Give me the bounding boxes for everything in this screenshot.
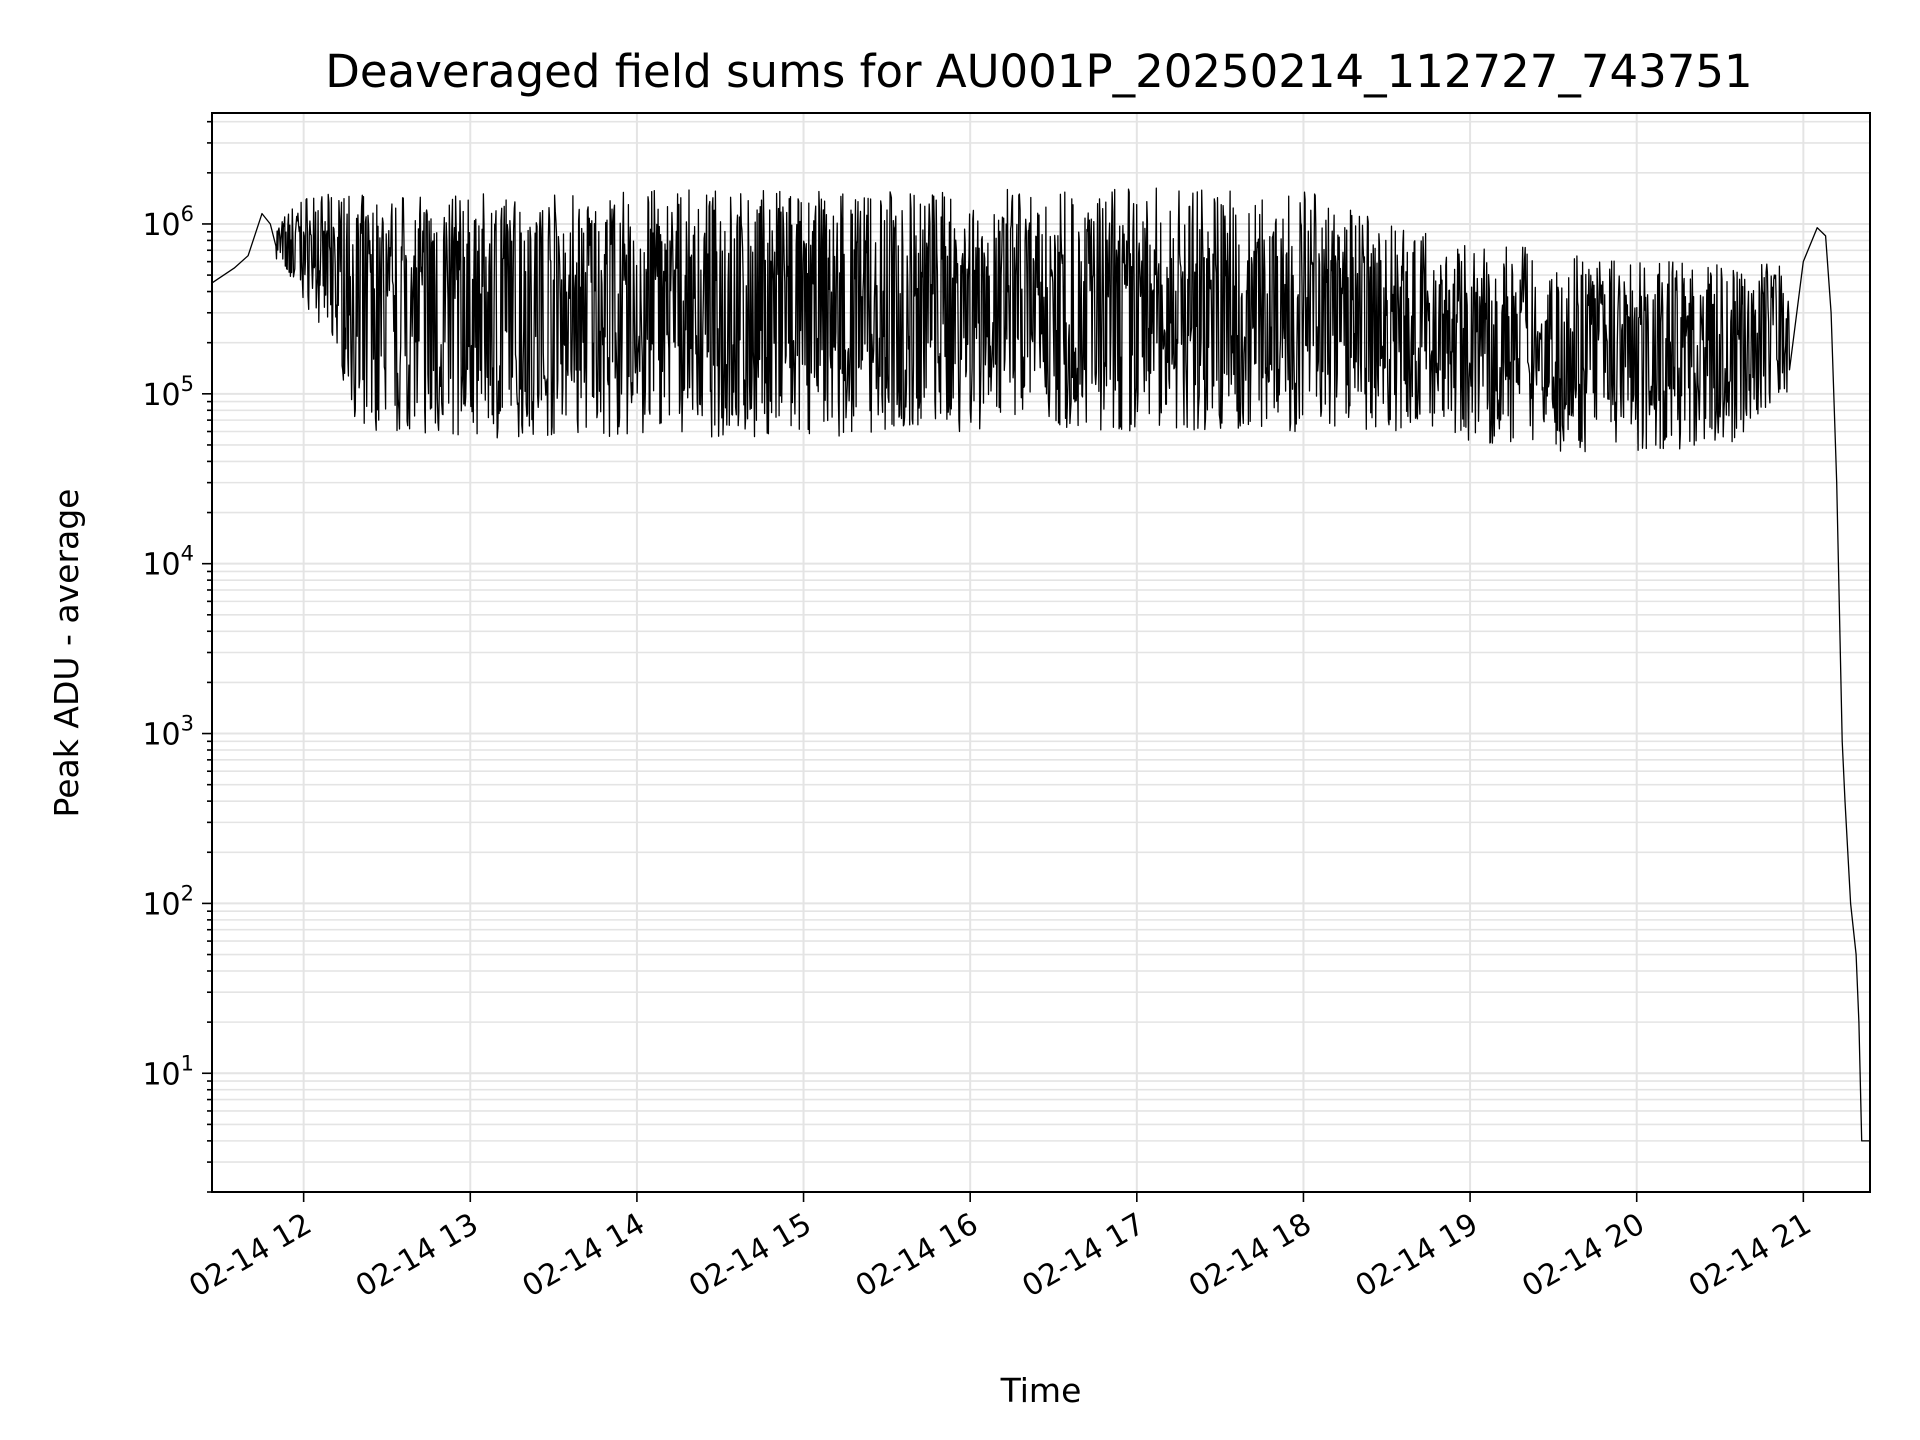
y-axis: 101 102 103 104 105 106 [142, 120, 212, 1193]
x-tick-label: 02-14 19 [1350, 1207, 1484, 1305]
x-tick-label: 02-14 13 [350, 1207, 484, 1305]
y-tick-label: 101 [142, 1051, 194, 1092]
x-tick-label: 02-14 17 [1016, 1207, 1150, 1305]
x-axis-title: Time [1000, 1371, 1082, 1410]
y-tick-label: 102 [142, 881, 194, 922]
x-tick-label: 02-14 16 [850, 1207, 984, 1305]
chart-title: Deaveraged field sums for AU001P_2025021… [325, 45, 1752, 98]
x-tick-label: 02-14 15 [683, 1207, 817, 1305]
x-tick-label: 02-14 21 [1683, 1207, 1817, 1305]
x-axis: 02-14 12 02-14 13 02-14 14 02-14 15 02-14 16… [183, 1192, 1817, 1304]
x-tick-label: 02-14 12 [183, 1207, 317, 1305]
x-tick-label: 02-14 20 [1516, 1207, 1650, 1305]
y-axis-title: Peak ADU - average [47, 489, 86, 818]
x-tick-label: 02-14 18 [1183, 1207, 1317, 1305]
y-tick-label: 106 [142, 202, 194, 243]
y-tick-label: 103 [142, 712, 194, 753]
series-line [212, 187, 1870, 1142]
y-tick-label: 105 [142, 372, 194, 413]
x-tick-label: 02-14 14 [517, 1207, 651, 1305]
y-tick-label: 104 [142, 542, 194, 583]
data-series [212, 187, 1870, 1142]
